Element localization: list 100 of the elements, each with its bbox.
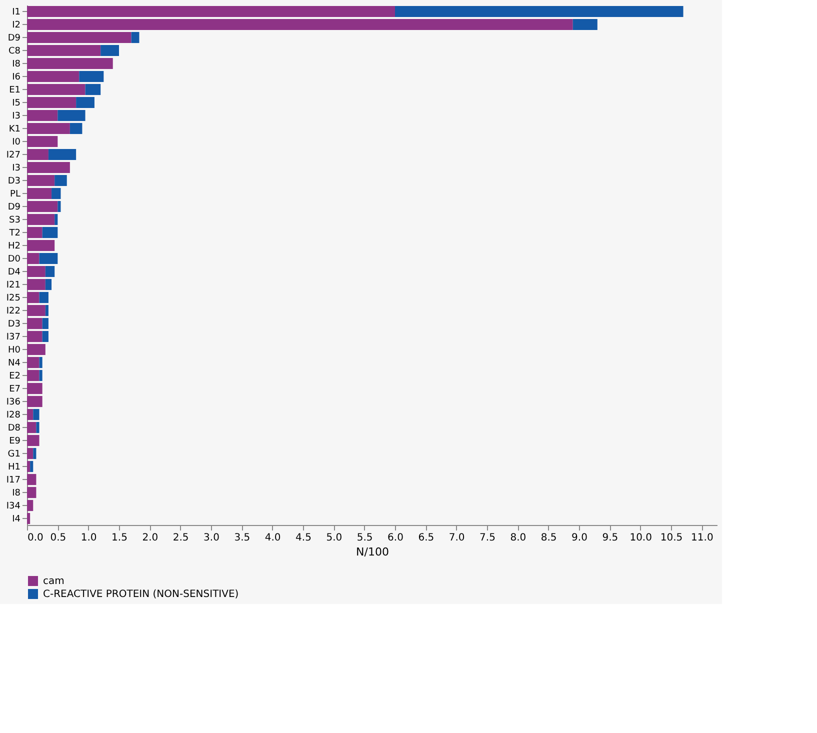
y-tick-label: I3 <box>12 112 20 122</box>
y-tick-label: I0 <box>12 138 21 148</box>
bar <box>42 226 58 238</box>
y-tick-label: D8 <box>8 424 21 434</box>
bar <box>27 122 70 134</box>
bar <box>42 318 48 330</box>
bar <box>27 136 58 148</box>
bar <box>27 396 42 408</box>
x-tick-label: 9.0 <box>572 532 588 544</box>
bar <box>27 266 46 278</box>
bar <box>27 318 42 330</box>
y-tick-label: I6 <box>12 72 21 82</box>
y-tick-label: I8 <box>12 60 21 70</box>
y-tick-label: I36 <box>6 398 21 408</box>
bar <box>27 32 132 44</box>
y-tick-label: N4 <box>8 358 21 368</box>
bar <box>76 96 94 108</box>
x-tick-label: 10.5 <box>660 532 683 544</box>
bar <box>54 174 67 186</box>
y-tick-label: E1 <box>9 86 20 96</box>
bar <box>27 344 46 356</box>
y-tick-label: I27 <box>6 150 20 160</box>
bar <box>70 122 82 134</box>
bar <box>27 110 58 122</box>
bar <box>48 148 76 160</box>
y-tick-label: E9 <box>9 436 21 446</box>
x-tick-label: 1.0 <box>80 532 97 544</box>
bar <box>27 292 40 304</box>
bar <box>39 370 42 382</box>
bar <box>572 18 598 30</box>
bar <box>79 70 104 82</box>
y-tick-label: I37 <box>6 332 20 342</box>
y-tick-label: PL <box>10 190 20 200</box>
bar <box>27 214 55 226</box>
x-tick-label: 3.5 <box>234 532 250 544</box>
x-tick-label: 5.5 <box>356 532 373 544</box>
bar <box>39 252 58 264</box>
legend-label: cam <box>43 576 64 587</box>
y-tick-label: I3 <box>12 164 20 174</box>
bar <box>30 460 34 472</box>
bar <box>85 84 101 96</box>
bar <box>27 434 40 446</box>
bar <box>52 188 61 200</box>
y-tick-label: D9 <box>8 202 21 212</box>
bar <box>27 370 40 382</box>
legend-label: C-REACTIVE PROTEIN (NON-SENSITIVE) <box>43 589 239 600</box>
y-tick-label: H1 <box>8 462 20 472</box>
bar <box>27 330 42 342</box>
bar <box>39 292 48 304</box>
bar <box>27 512 30 524</box>
bar <box>100 44 119 56</box>
bar <box>27 188 52 200</box>
x-tick-label: 6.0 <box>388 532 404 544</box>
y-tick-label: I17 <box>6 476 20 486</box>
bar <box>27 474 36 486</box>
x-tick-label: 9.5 <box>602 532 618 544</box>
y-tick-label: I25 <box>6 294 20 304</box>
bar <box>27 44 101 56</box>
bar <box>58 200 61 212</box>
y-tick-label: G1 <box>8 450 20 460</box>
bar <box>27 486 36 498</box>
bar <box>27 174 55 186</box>
y-tick-label: C8 <box>8 46 21 56</box>
bar <box>27 460 30 472</box>
x-tick-label: 7.5 <box>480 532 496 544</box>
bar <box>45 278 52 290</box>
bar <box>27 148 48 160</box>
x-tick-label: 4.5 <box>296 532 312 544</box>
y-tick-label: I21 <box>6 280 20 290</box>
y-tick-label: I4 <box>12 514 21 524</box>
x-tick-label: 10.0 <box>630 532 652 544</box>
bar <box>27 226 42 238</box>
bar <box>42 330 48 342</box>
bar <box>131 32 140 44</box>
y-tick-label: D3 <box>8 176 20 186</box>
y-tick-label: I8 <box>12 488 21 498</box>
y-tick-label: H2 <box>8 242 20 252</box>
bar <box>27 84 86 96</box>
x-tick-label: 6.5 <box>418 532 434 544</box>
x-tick-label: 2.5 <box>172 532 189 544</box>
bar <box>33 408 40 420</box>
bar <box>36 422 40 434</box>
bar <box>27 96 76 108</box>
y-tick-label: D0 <box>8 254 21 264</box>
x-tick-label: 0.0 <box>28 532 44 544</box>
y-tick-label: I34 <box>6 502 21 512</box>
y-tick-label: I28 <box>6 410 21 420</box>
x-tick-label: 2.0 <box>142 532 158 544</box>
y-tick-label: I5 <box>12 98 20 108</box>
y-tick-label: T2 <box>8 228 20 238</box>
bar <box>27 58 113 70</box>
bar <box>54 214 58 226</box>
bar <box>58 110 86 122</box>
bar <box>27 356 40 368</box>
x-tick-label: 3.0 <box>204 532 220 544</box>
y-tick-label: D4 <box>8 268 21 278</box>
bar <box>27 408 34 420</box>
bar <box>27 382 42 394</box>
x-tick-label: 5.0 <box>326 532 342 544</box>
bar <box>39 356 42 368</box>
